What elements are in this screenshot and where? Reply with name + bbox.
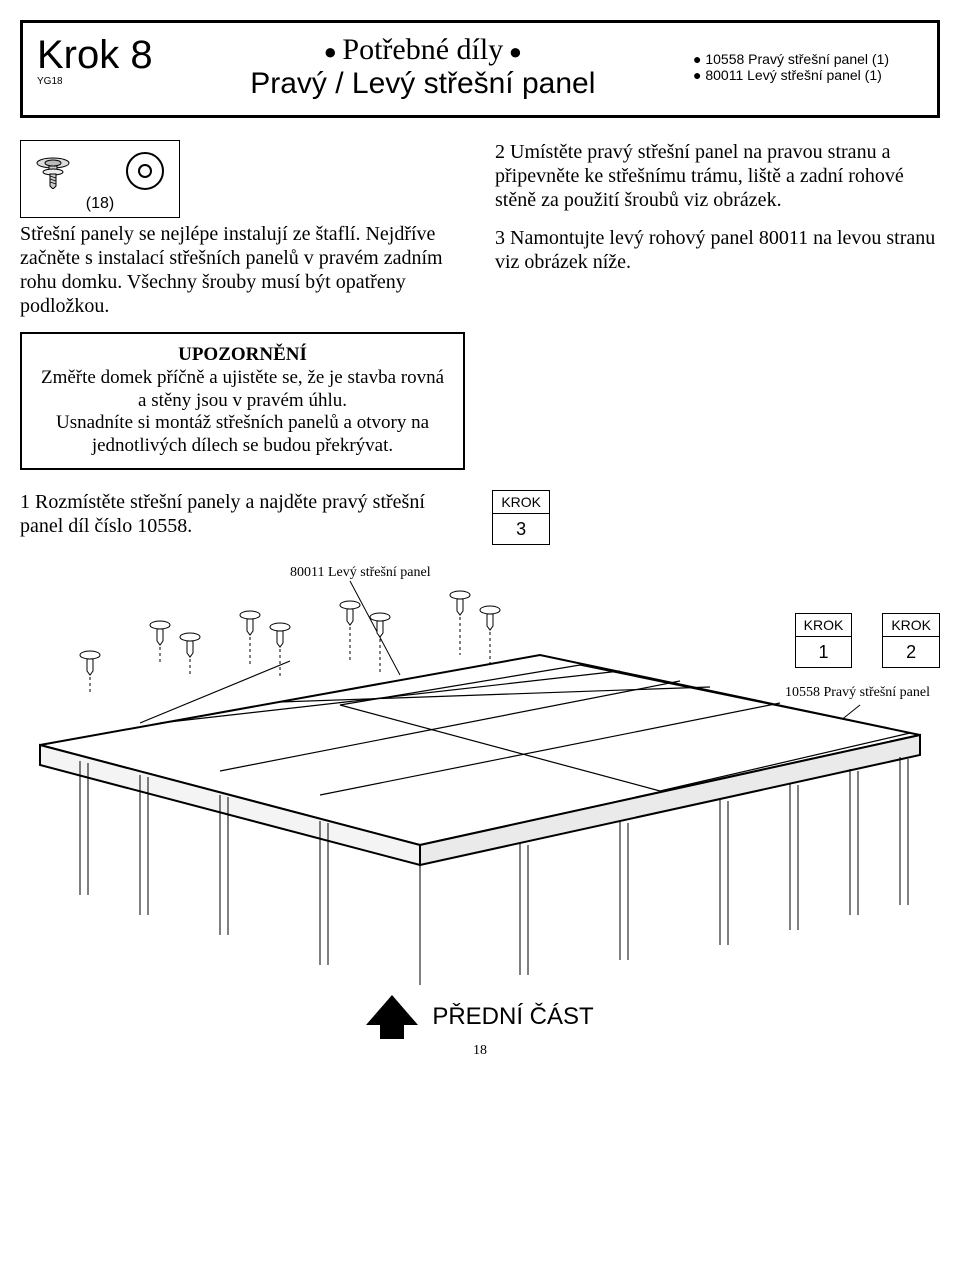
- arrow-up-icon: [366, 995, 418, 1039]
- notice-p2: Usnadníte si montáž střešních panelů a o…: [36, 412, 449, 458]
- step1-row: 1 Rozmístěte střešní panely a najděte pr…: [20, 490, 940, 545]
- hardware-box: (18): [20, 140, 180, 218]
- krok-num: 3: [493, 514, 549, 544]
- krok-num: 1: [796, 637, 852, 667]
- body-columns: (18) Střešní panely se nejlépe instalují…: [20, 140, 940, 470]
- header-box: Krok 8 YG18 Potřebné díly Pravý / Levý s…: [20, 20, 940, 118]
- diagram-krok-boxes: KROK 1 KROK 2: [795, 613, 940, 668]
- left-panel-label: 80011 Levý střešní panel: [290, 565, 431, 581]
- screw-icon: [33, 153, 103, 189]
- front-row: PŘEDNÍ ČÁST: [20, 995, 940, 1039]
- krok-box-1: KROK 1: [795, 613, 853, 668]
- hardware-row: [33, 149, 167, 193]
- notice-box: UPOZORNĚNÍ Změřte domek příčně a ujistět…: [20, 332, 465, 470]
- krok-box-2: KROK 2: [882, 613, 940, 668]
- page-number: 18: [20, 1043, 940, 1059]
- krok-label: KROK: [796, 614, 852, 637]
- step1-text: 1 Rozmístěte střešní panely a najděte pr…: [20, 490, 462, 538]
- diagram-wrap: 80011 Levý střešní panel KROK 1 KROK 2 1…: [20, 565, 940, 985]
- panel-subtitle: Pravý / Levý střešní panel: [173, 67, 673, 101]
- krok-label: KROK: [493, 491, 549, 514]
- notice-title: UPOZORNĚNÍ: [36, 344, 449, 367]
- step3-text: 3 Namontujte levý rohový panel 80011 na …: [495, 226, 940, 274]
- parts-list: 10558 Pravý střešní panel (1) 80011 Levý…: [693, 33, 923, 83]
- front-label: PŘEDNÍ ČÁST: [432, 1003, 593, 1031]
- krok-num: 2: [883, 637, 939, 667]
- hardware-qty: (18): [33, 195, 167, 213]
- part-item: 80011 Levý střešní panel (1): [693, 67, 923, 83]
- krok-box-3: KROK 3: [492, 490, 550, 545]
- right-column: 2 Umístěte pravý střešní panel na pravou…: [495, 140, 940, 470]
- step2-text: 2 Umístěte pravý střešní panel na pravou…: [495, 140, 940, 212]
- notice-p1: Změřte domek příčně a ujistěte se, že je…: [36, 367, 449, 413]
- part-item: 10558 Pravý střešní panel (1): [693, 51, 923, 67]
- left-column: (18) Střešní panely se nejlépe instalují…: [20, 140, 465, 470]
- header-left: Krok 8 YG18: [37, 33, 153, 87]
- required-parts-title: Potřebné díly: [173, 33, 673, 67]
- right-panel-label: 10558 Pravý střešní panel: [785, 685, 930, 701]
- washer-icon: [123, 149, 167, 193]
- krok-label: KROK: [883, 614, 939, 637]
- intro-text: Střešní panely se nejlépe instalují ze š…: [20, 222, 465, 318]
- step-number: Krok 8: [37, 33, 153, 78]
- header-center: Potřebné díly Pravý / Levý střešní panel: [173, 33, 673, 101]
